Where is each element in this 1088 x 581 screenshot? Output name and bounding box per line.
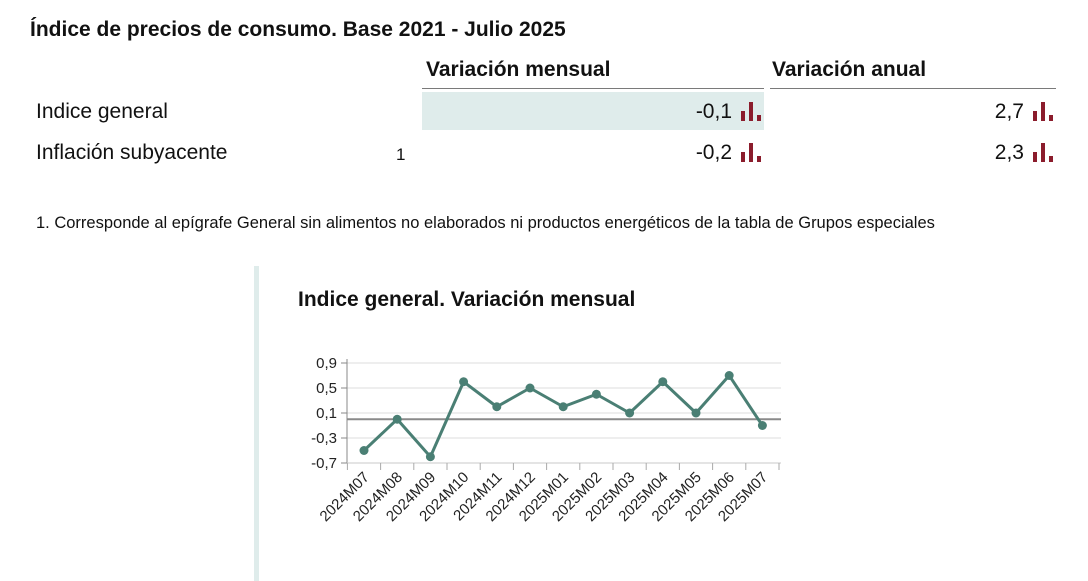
column-header-monthly: Variación mensual [426,58,611,81]
data-point [359,446,369,455]
data-point [625,408,635,418]
row-label-inflacion-subyacente: Inflación subyacente [36,141,228,164]
header-divider-annual [770,88,1056,89]
data-point [558,402,568,412]
data-point [525,383,535,393]
monthly-value-inflacion-subyacente: -0,2 [695,141,732,164]
y-tick-label: -0,3 [311,430,337,447]
monthly-cell-highlight [422,92,764,130]
monthly-value-indice-general: -0,1 [695,100,732,123]
annual-value-indice-general: 2,7 [994,100,1024,123]
chart-accent-border [254,266,259,581]
header-divider-monthly [422,88,764,89]
y-tick-label: 0,5 [316,380,337,397]
chart-title: Indice general. Variación mensual [298,288,636,311]
y-tick-label: -0,7 [311,455,337,472]
page-title: Índice de precios de consumo. Base 2021 … [30,18,566,41]
data-point [591,389,601,399]
data-point [757,421,767,430]
annual-value-inflacion-subyacente: 2,3 [994,141,1024,164]
bar-chart-icon[interactable] [1031,101,1057,121]
column-header-annual: Variación anual [772,58,927,81]
data-point [425,452,435,462]
y-tick-label: 0,1 [316,405,337,422]
data-point [691,408,701,418]
row-label-indice-general: Indice general [36,100,168,123]
data-point [724,371,734,380]
data-point [492,402,502,412]
data-point [392,414,402,424]
bar-chart-icon[interactable] [1031,142,1057,162]
data-point [459,377,469,387]
footnote: 1. Corresponde al epígrafe General sin a… [36,214,935,232]
bar-chart-icon[interactable] [739,142,765,162]
footnote-ref: 1 [396,145,406,164]
y-tick-label: 0,9 [316,355,337,372]
data-point [658,377,668,387]
bar-chart-icon[interactable] [739,101,765,121]
